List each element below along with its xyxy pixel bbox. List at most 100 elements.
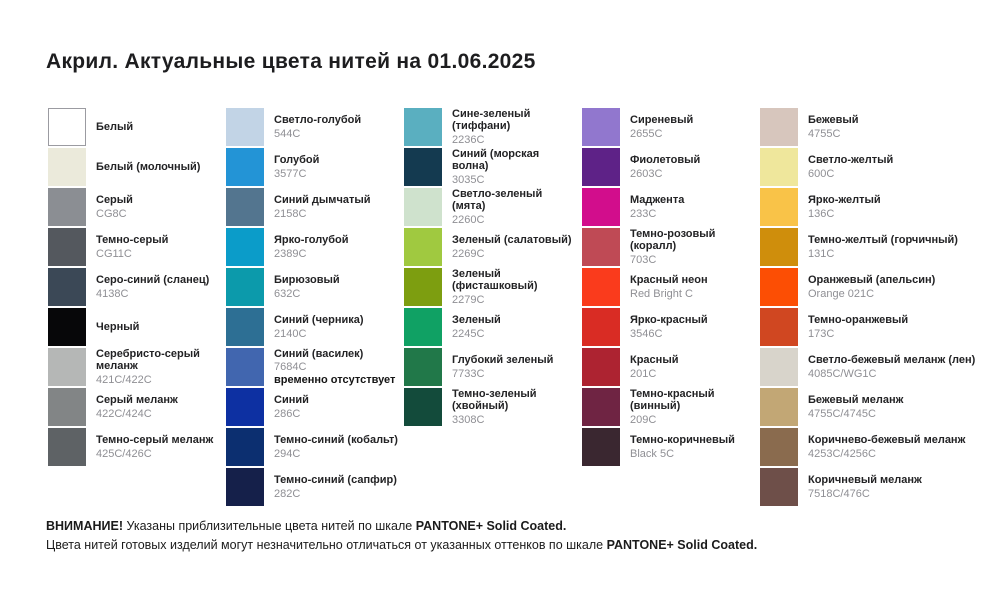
color-item: Светло-голубой 544C <box>226 108 404 146</box>
color-item: Темно-оранжевый 173C <box>760 308 992 346</box>
color-name: Синий дымчатый <box>274 194 371 206</box>
pantone-code: CG11C <box>96 247 132 260</box>
color-item: Синий (черника) 2140C <box>226 308 404 346</box>
color-item: Фиолетовый 2603C <box>582 148 760 186</box>
color-swatch <box>404 388 442 426</box>
pantone-code: Orange 021C <box>808 287 875 300</box>
color-labels: Темно-серый меланж 425C/426C <box>96 434 213 460</box>
color-name: Синий (морская волна) <box>452 147 540 173</box>
pantone-scale-name-2: PANTONE+ Solid Coated. <box>606 538 758 552</box>
color-name: Темно-серый <box>96 234 169 246</box>
color-labels: Коричнево-бежевый меланж 4253C/4256C <box>808 434 965 460</box>
color-name: Ярко-красный <box>630 314 708 326</box>
color-item: Зеленый (салатовый) 2269C <box>404 228 582 266</box>
pantone-code: 2158C <box>274 207 307 220</box>
color-labels: Светло-зеленый (мята) 2260C <box>452 188 578 227</box>
color-item: Синий дымчатый 2158C <box>226 188 404 226</box>
pantone-code: 3308C <box>452 413 485 426</box>
color-swatch <box>226 188 264 226</box>
color-name: Сиреневый <box>630 114 694 126</box>
color-swatch <box>226 348 264 386</box>
color-labels: Голубой 3577C <box>274 154 319 180</box>
color-labels: Синий (василек) 7684C временно отсутствует <box>274 348 395 387</box>
color-labels: Светло-голубой 544C <box>274 114 361 140</box>
color-item: Бирюзовый 632C <box>226 268 404 306</box>
color-labels: Сине-зеленый (тиффани) 2236C <box>452 108 578 147</box>
pantone-code: 286C <box>274 407 301 420</box>
color-swatch <box>760 148 798 186</box>
warning-label: ВНИМАНИЕ! <box>46 519 123 533</box>
color-swatch <box>226 148 264 186</box>
color-swatch <box>404 108 442 146</box>
color-labels: Серебристо-серый меланж 421C/422C <box>96 348 222 387</box>
pantone-code: 4755C/4745C <box>808 407 876 420</box>
color-labels: Темно-синий (сапфир) 282C <box>274 474 397 500</box>
color-labels: Светло-бежевый меланж (лен) 4085C/WG1C <box>808 354 975 380</box>
color-name: Темно-серый меланж <box>96 434 214 446</box>
color-item: Темно-синий (сапфир) 282C <box>226 468 404 506</box>
color-name: Фиолетовый <box>630 154 701 166</box>
pantone-code: 3035C <box>452 173 485 186</box>
color-swatch <box>760 428 798 466</box>
color-item: Коричнево-бежевый меланж 4253C/4256C <box>760 428 992 466</box>
color-name: Красный неон <box>630 274 708 286</box>
color-name: Белый <box>96 120 134 133</box>
color-labels: Бежевый 4755C <box>808 114 859 140</box>
color-item: Темно-серый CG11C <box>48 228 226 266</box>
pantone-code: 422C/424C <box>96 407 152 420</box>
color-swatch <box>404 268 442 306</box>
color-swatch <box>226 468 264 506</box>
color-swatch <box>48 108 86 146</box>
color-item: Голубой 3577C <box>226 148 404 186</box>
color-item: Маджента 233C <box>582 188 760 226</box>
color-item: Темно-синий (кобальт) 294C <box>226 428 404 466</box>
color-labels: Ярко-голубой 2389C <box>274 234 349 260</box>
color-item: Ярко-голубой 2389C <box>226 228 404 266</box>
pantone-code: 201C <box>630 367 657 380</box>
color-swatch <box>760 388 798 426</box>
color-name: Светло-желтый <box>808 154 894 166</box>
color-swatch <box>48 268 86 306</box>
color-swatch <box>760 268 798 306</box>
color-name: Темно-розовый (коралл) <box>630 227 716 253</box>
color-item: Синий (василек) 7684C временно отсутствует <box>226 348 404 386</box>
color-name: Зеленый (фисташковый) <box>452 267 538 293</box>
color-labels: Темно-коричневый Black 5C <box>630 434 735 460</box>
pantone-code: Black 5C <box>630 447 675 460</box>
color-labels: Серо-синий (сланец) 4138C <box>96 274 209 300</box>
color-labels: Белый (молочный) <box>96 161 200 174</box>
color-labels: Синий (черника) 2140C <box>274 314 364 340</box>
color-labels: Оранжевый (апельсин) Orange 021C <box>808 274 935 300</box>
color-item: Глубокий зеленый 7733C <box>404 348 582 386</box>
color-name: Сине-зеленый (тиффани) <box>452 107 531 133</box>
color-swatch <box>582 308 620 346</box>
color-swatch <box>404 148 442 186</box>
color-name: Темно-оранжевый <box>808 314 909 326</box>
color-labels: Серый меланж 422C/424C <box>96 394 178 420</box>
color-column-5: Бежевый 4755C Светло-желтый 600C Ярко-желтый… <box>760 108 992 508</box>
color-swatch <box>48 148 86 186</box>
color-labels: Бежевый меланж 4755C/4745C <box>808 394 903 420</box>
color-swatch <box>760 348 798 386</box>
color-swatch <box>582 428 620 466</box>
color-swatch <box>226 388 264 426</box>
color-swatch <box>760 108 798 146</box>
color-name: Зеленый <box>452 314 501 326</box>
color-swatch <box>582 388 620 426</box>
pantone-code: 3546C <box>630 327 663 340</box>
pantone-code: 3577C <box>274 167 307 180</box>
color-item: Серый меланж 422C/424C <box>48 388 226 426</box>
color-swatch <box>48 348 86 386</box>
footer-text-2: Цвета нитей готовых изделий могут незнач… <box>46 538 604 552</box>
color-item: Синий (морская волна) 3035C <box>404 148 582 186</box>
pantone-code: 2140C <box>274 327 307 340</box>
color-name: Темно-синий (кобальт) <box>274 434 398 446</box>
color-item: Темно-желтый (горчичный) 131C <box>760 228 992 266</box>
footer-line-2: Цвета нитей готовых изделий могут незнач… <box>46 538 757 553</box>
color-name: Красный <box>630 354 679 366</box>
color-name: Серебристо-серый меланж <box>96 347 200 373</box>
pantone-code: 421C/422C <box>96 373 152 386</box>
pantone-code: 7684C <box>274 361 307 374</box>
pantone-code: 4755C <box>808 127 841 140</box>
